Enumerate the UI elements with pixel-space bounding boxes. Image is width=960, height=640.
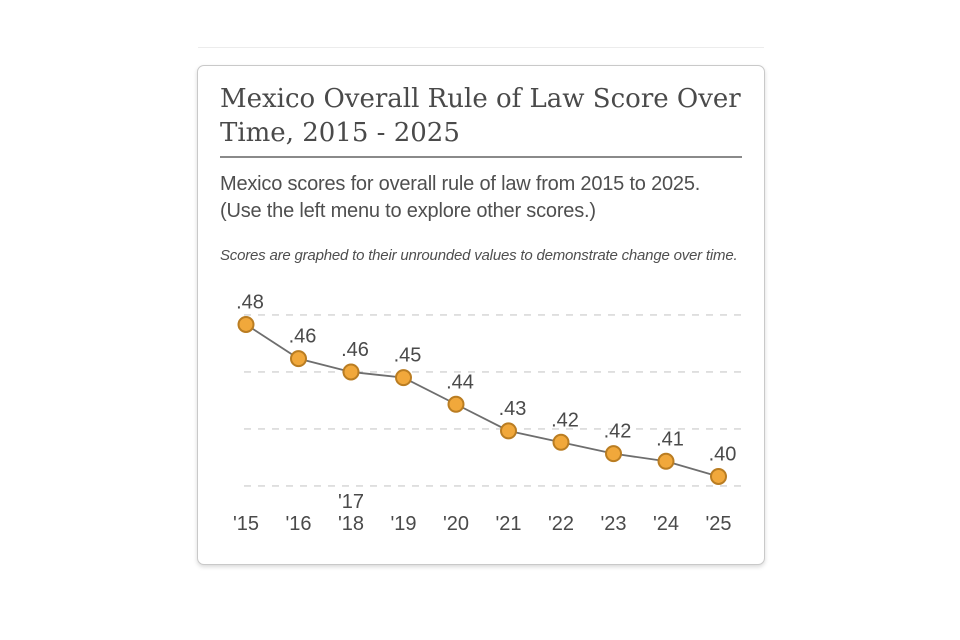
data-point-label: .42 (551, 409, 579, 431)
data-point[interactable] (447, 395, 465, 413)
data-point-label: .41 (656, 428, 684, 450)
x-axis-tick-label: '15 (233, 513, 259, 535)
data-point[interactable] (237, 315, 255, 333)
x-axis-tick-label: '24 (653, 513, 679, 535)
line-chart: .48.46.46.45.44.43.42.42.41.40'15'16'17'… (233, 291, 747, 535)
data-point[interactable] (500, 422, 517, 440)
data-point[interactable] (657, 452, 675, 470)
data-point[interactable] (605, 445, 622, 463)
x-axis-tick-label: '19 (390, 513, 416, 535)
data-point-label: .44 (446, 371, 474, 393)
data-point[interactable] (552, 433, 570, 451)
data-point[interactable] (710, 467, 727, 485)
data-point-label: .46 (341, 339, 369, 361)
x-axis-tick-label: '23 (600, 513, 626, 535)
data-point-label: .40 (709, 443, 737, 465)
chart-subtitle-line-2: (Use the left menu to explore other scor… (220, 200, 596, 222)
x-axis-tick-label: '20 (443, 513, 469, 535)
x-axis-tick-label: '25 (705, 513, 731, 535)
x-axis-tick-label: '17 (338, 491, 364, 513)
chart-title-line-2: Time, 2015 - 2025 (220, 118, 460, 148)
title-divider (220, 156, 742, 158)
data-point[interactable] (290, 350, 307, 368)
chart-card: Mexico Overall Rule of Law Score Over Tim… (197, 65, 765, 565)
data-point[interactable] (342, 363, 360, 381)
x-axis-tick-label: '18 (338, 513, 364, 535)
data-point[interactable] (395, 369, 412, 387)
chart-title: Mexico Overall Rule of Law Score Over Tim… (220, 82, 746, 150)
series-line (245, 323, 719, 478)
chart-title-line-1: Mexico Overall Rule of Law Score Over (220, 84, 741, 114)
data-point-label: .43 (499, 398, 527, 420)
chart-note: Scores are graphed to their unrounded va… (220, 247, 738, 264)
x-axis-tick-label: '22 (548, 513, 574, 535)
chart-subtitle: Mexico scores for overall rule of law fr… (220, 171, 750, 225)
data-point-label: .45 (394, 345, 422, 367)
data-point-label: .46 (289, 326, 317, 348)
data-point-label: .48 (236, 291, 264, 313)
data-point-label: .42 (604, 421, 632, 443)
x-axis-tick-label: '21 (495, 513, 521, 535)
chart-subtitle-line-1: Mexico scores for overall rule of law fr… (220, 173, 701, 195)
top-divider (198, 47, 764, 48)
x-axis-tick-label: '16 (285, 513, 311, 535)
